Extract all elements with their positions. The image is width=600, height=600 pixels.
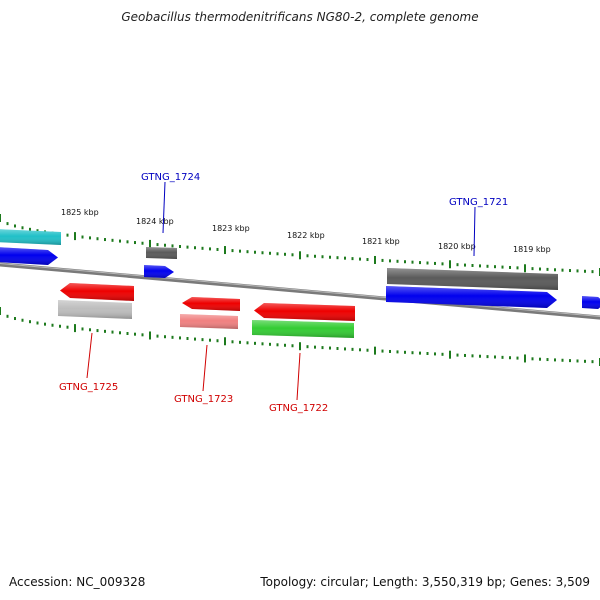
tick-label: 1819 kbp [513, 245, 551, 254]
gene-feature-shading [60, 283, 134, 301]
genome-backbone [0, 262, 600, 320]
scale-ticks [0, 214, 600, 366]
tick-label: 1821 kbp [362, 237, 400, 246]
leader-line-gtng-1722 [296, 352, 301, 401]
gene-feature-shading [0, 247, 58, 265]
genome-backbone-highlight [0, 262, 600, 318]
leader-line-gtng-1721 [473, 206, 476, 257]
leader-line-gtng-1725 [86, 332, 93, 379]
gene-label-gtng-1722[interactable]: GTNG_1722 [269, 403, 328, 414]
leader-line-gtng-1723 [202, 344, 208, 392]
gene-feature-shading [386, 286, 557, 308]
gene-label-gtng-1723[interactable]: GTNG_1723 [174, 394, 233, 405]
tick-label: 1825 kbp [61, 208, 99, 217]
map-title: Geobacillus thermodenitrificans NG80-2, … [121, 10, 479, 24]
gene-label-gtng-1721[interactable]: GTNG_1721 [449, 197, 508, 208]
gene-feature-shading [387, 268, 558, 290]
gene-feature-shading [58, 300, 132, 319]
tick-label: 1823 kbp [212, 224, 250, 233]
leader-line-gtng-1724 [162, 181, 166, 234]
gene-features [0, 229, 600, 338]
topology-text: Topology: circular; Length: 3,550,319 bp… [260, 575, 590, 589]
gene-label-gtng-1725[interactable]: GTNG_1725 [59, 382, 118, 393]
gene-feature-shading [252, 320, 354, 338]
gene-feature-shading [254, 303, 355, 321]
gene-feature-shading [144, 265, 174, 278]
gene-feature-shading [582, 296, 600, 309]
tick-label: 1824 kbp [136, 217, 174, 226]
gene-feature-shading [180, 314, 238, 329]
accession-text: Accession: NC_009328 [9, 575, 146, 589]
gene-feature-shading [0, 229, 61, 245]
gene-feature-shading [182, 297, 240, 311]
tick-label: 1822 kbp [287, 231, 325, 240]
gene-label-gtng-1724[interactable]: GTNG_1724 [141, 172, 200, 183]
tick-label: 1820 kbp [438, 242, 476, 251]
gene-feature-shading [146, 247, 177, 259]
